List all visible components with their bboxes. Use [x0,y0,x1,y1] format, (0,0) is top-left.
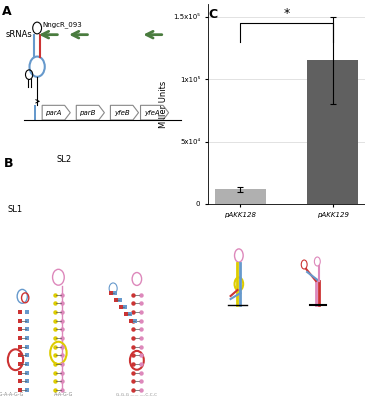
Polygon shape [42,105,70,120]
Text: A: A [2,5,12,18]
Text: parB: parB [79,110,96,116]
Text: A-A-G-G: A-A-G-G [54,392,74,397]
Y-axis label: Miller Units: Miller Units [159,80,168,128]
Text: G-G-A-A-G-G: G-G-A-A-G-G [0,392,24,397]
Polygon shape [76,105,104,120]
Polygon shape [141,105,169,120]
Text: SL2: SL2 [56,155,72,164]
Bar [307,60,358,204]
Text: B: B [4,157,13,170]
Text: sRNAs: sRNAs [6,30,33,39]
Text: G-G-G —— —-C-C-C: G-G-G —— —-C-C-C [116,393,157,397]
Text: NngcR_093: NngcR_093 [42,21,82,28]
Text: C: C [208,8,217,21]
Bar [215,189,266,204]
Polygon shape [111,105,139,120]
Text: SL1: SL1 [7,205,22,214]
Bar [34,105,36,120]
Text: parA: parA [45,110,62,116]
Text: yfeA: yfeA [144,110,160,116]
Text: yfeB: yfeB [114,110,130,116]
Text: *: * [283,7,290,20]
